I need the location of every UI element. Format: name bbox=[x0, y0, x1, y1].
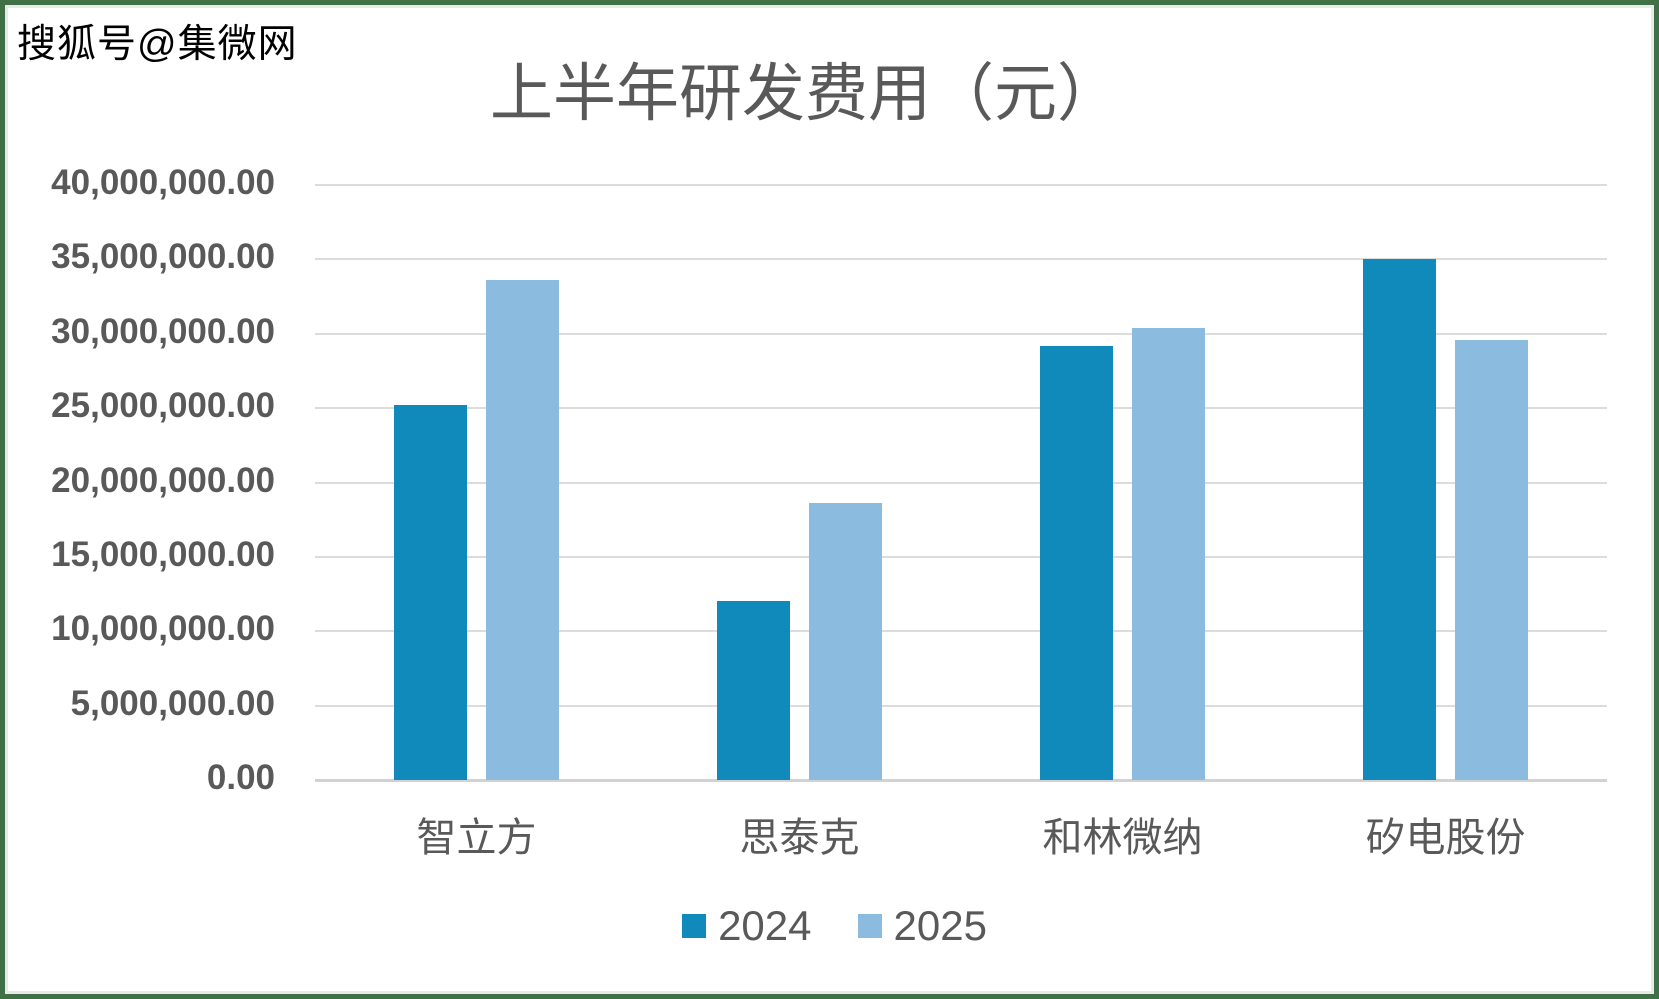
y-axis-tick-label: 30,000,000.00 bbox=[51, 311, 275, 351]
watermark-souhu-jiweiwang: 搜狐号@集微网 bbox=[17, 23, 298, 66]
legend-label-2025: 2025 bbox=[893, 902, 987, 949]
legend-swatch-2025 bbox=[857, 914, 882, 938]
legend-swatch-2024 bbox=[682, 914, 707, 938]
gridline bbox=[315, 555, 1607, 558]
gridline bbox=[315, 704, 1607, 707]
y-axis-tick-label: 20,000,000.00 bbox=[51, 460, 275, 500]
bar-2024-思泰克 bbox=[717, 601, 790, 780]
gridline bbox=[315, 184, 1607, 186]
plot-area: 0.00 5,000,000.00 10,000,000.00 15,000,000.… bbox=[5, 5, 1654, 994]
y-axis-tick-label: 5,000,000.00 bbox=[70, 683, 275, 723]
y-axis-tick-label: 10,000,000.00 bbox=[51, 609, 275, 649]
bar-2024-智立方 bbox=[394, 405, 467, 780]
bar-2025-和林微纳 bbox=[1132, 328, 1205, 780]
legend-item-2025: 2025 bbox=[857, 902, 987, 950]
x-axis-category-label: 和林微纳 bbox=[1042, 816, 1203, 860]
bar-2025-矽电股份 bbox=[1455, 340, 1528, 780]
x-axis-category-label: 思泰克 bbox=[739, 816, 860, 860]
bar-2024-矽电股份 bbox=[1363, 259, 1436, 780]
bar-2024-和林微纳 bbox=[1040, 346, 1113, 780]
gridline bbox=[315, 332, 1607, 335]
gridline bbox=[315, 481, 1607, 484]
y-axis-tick-label: 40,000,000.00 bbox=[51, 163, 275, 202]
x-axis-category-label: 智立方 bbox=[416, 816, 537, 860]
legend-label-2024: 2024 bbox=[718, 902, 812, 949]
y-axis-tick-label: 35,000,000.00 bbox=[51, 237, 275, 277]
legend: 2024 2025 bbox=[5, 901, 1654, 951]
gridline bbox=[315, 630, 1607, 633]
x-axis-category-label: 矽电股份 bbox=[1365, 816, 1526, 860]
gridline bbox=[315, 407, 1607, 410]
x-axis-line bbox=[315, 779, 1607, 782]
y-axis-tick-label: 15,000,000.00 bbox=[51, 534, 275, 574]
bar-2025-思泰克 bbox=[809, 503, 882, 780]
y-axis-tick-label: 0.00 bbox=[206, 758, 275, 797]
gridline bbox=[315, 258, 1607, 261]
chart-title: 上半年研发费用（元） bbox=[490, 59, 1120, 129]
legend-item-2024: 2024 bbox=[682, 902, 812, 950]
y-axis-tick-label: 25,000,000.00 bbox=[51, 386, 275, 426]
bar-2025-智立方 bbox=[486, 280, 559, 780]
